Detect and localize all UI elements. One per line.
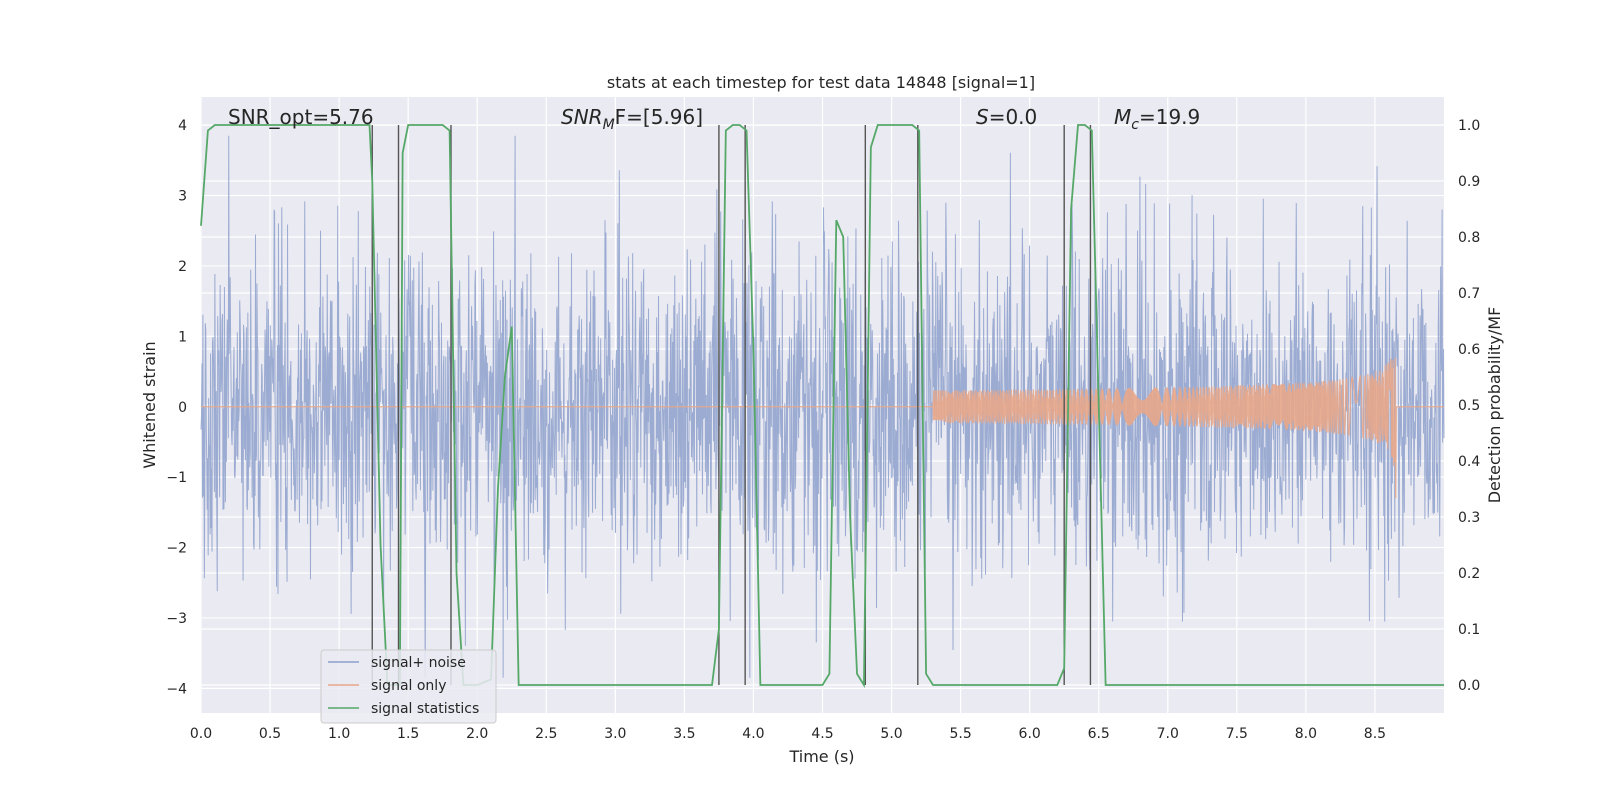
legend-box <box>320 649 497 724</box>
y-left-tick-label-6: −2 <box>166 541 187 557</box>
x-tick-label-6: 3.0 <box>604 726 626 742</box>
annotation-snr-opt: SNR_opt=5.76 <box>228 105 374 129</box>
y-left-tick-label-4: 0 <box>178 400 187 416</box>
y-left-axis-label: Whitened strain <box>140 341 159 468</box>
y-right-tick-label-7: 0.3 <box>1458 510 1480 526</box>
x-tick-label-15: 7.5 <box>1226 726 1248 742</box>
legend-label-signal-statistics: signal statistics <box>371 701 479 717</box>
x-tick-label-16: 8.0 <box>1295 726 1317 742</box>
annotation-snr-mf: SNRMF=[5.96] <box>561 105 703 133</box>
snr-mf-prefix: SNR <box>561 105 603 129</box>
x-tick-label-7: 3.5 <box>673 726 695 742</box>
y-right-tick-label-5: 0.5 <box>1458 398 1480 414</box>
y-left-tick-label-0: 4 <box>178 118 187 134</box>
x-tick-label-11: 5.5 <box>949 726 971 742</box>
x-tick-label-17: 8.5 <box>1364 726 1386 742</box>
y-right-tick-label-8: 0.2 <box>1458 566 1480 582</box>
y-right-tick-label-0: 1.0 <box>1458 118 1480 134</box>
y-left-tick-label-2: 2 <box>178 259 187 275</box>
y-left-tick-label-5: −1 <box>166 470 187 486</box>
x-tick-label-5: 2.5 <box>535 726 557 742</box>
y-right-tick-label-3: 0.7 <box>1458 286 1480 302</box>
y-left-tick-label-3: 1 <box>178 329 187 345</box>
x-tick-label-4: 2.0 <box>466 726 488 742</box>
x-tick-label-0: 0.0 <box>190 726 212 742</box>
y-right-axis-label: Detection probability/MF <box>1485 307 1504 504</box>
annotation-s: S=0.0 <box>976 105 1037 129</box>
legend-label-signal-noise: signal+ noise <box>371 655 466 671</box>
x-tick-label-13: 6.5 <box>1088 726 1110 742</box>
snr-mf-sub: M <box>603 117 615 133</box>
x-axis-label: Time (s) <box>788 747 854 766</box>
s-prefix: S <box>976 105 989 129</box>
s-suffix: =0.0 <box>989 105 1038 129</box>
legend: signal+ noise signal only signal statist… <box>320 649 497 724</box>
mc-prefix: M <box>1114 105 1131 129</box>
series-signal-only <box>201 358 1444 499</box>
y-right-tick-label-2: 0.8 <box>1458 230 1480 246</box>
x-tick-label-14: 7.0 <box>1157 726 1179 742</box>
y-left-axis-ticks: 4 3 2 1 0 −1 −2 −3 −4 <box>166 118 187 697</box>
y-right-tick-label-9: 0.1 <box>1458 622 1480 638</box>
x-tick-label-12: 6.0 <box>1019 726 1041 742</box>
chart-title: stats at each timestep for test data 148… <box>607 73 1035 92</box>
snr-mf-suffix: F=[5.96] <box>615 105 703 129</box>
x-tick-label-8: 4.0 <box>742 726 764 742</box>
x-axis-ticks: 0.0 0.5 1.0 1.5 2.0 2.5 3.0 3.5 4.0 4.5 5.0 5.5 6.0 6… <box>190 726 1386 742</box>
y-right-axis-ticks: 1.0 0.9 0.8 0.7 0.6 0.5 0.4 0.3 0.2 0.1 0.0 <box>1458 118 1480 694</box>
x-tick-label-10: 5.0 <box>880 726 902 742</box>
y-right-tick-label-4: 0.6 <box>1458 342 1480 358</box>
y-right-tick-label-10: 0.0 <box>1458 678 1480 694</box>
signal-only-line <box>201 358 1444 499</box>
x-tick-label-3: 1.5 <box>397 726 419 742</box>
y-right-tick-label-1: 0.9 <box>1458 174 1480 190</box>
y-left-tick-label-7: −3 <box>166 611 187 627</box>
y-left-tick-label-1: 3 <box>178 189 187 205</box>
legend-label-signal-only: signal only <box>371 678 446 694</box>
x-tick-label-2: 1.0 <box>328 726 350 742</box>
x-tick-label-1: 0.5 <box>259 726 281 742</box>
signal-noise-line <box>200 135 1445 678</box>
mc-suffix: =19.9 <box>1139 105 1200 129</box>
y-right-tick-label-6: 0.4 <box>1458 454 1480 470</box>
x-tick-label-9: 4.5 <box>811 726 833 742</box>
series-signal-noise <box>200 135 1445 678</box>
y-left-tick-label-8: −4 <box>166 681 187 697</box>
annotation-mc: Mc=19.9 <box>1114 105 1200 133</box>
mc-sub: c <box>1131 117 1139 133</box>
